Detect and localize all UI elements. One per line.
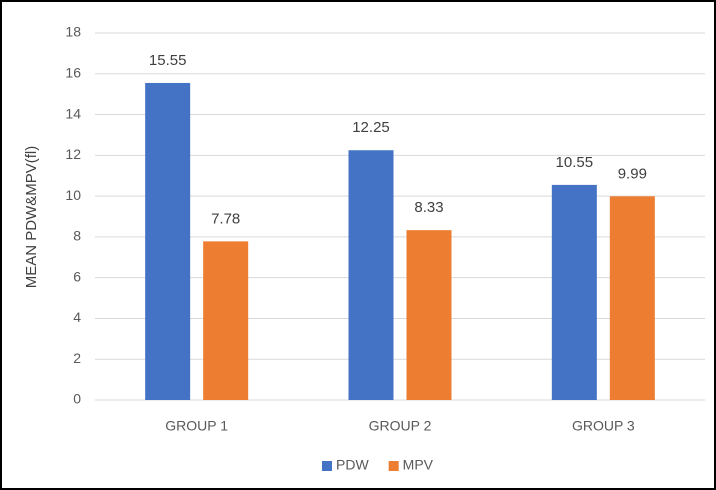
y-tick-label: 16 [65,64,81,80]
data-label: 8.33 [414,199,443,216]
y-axis-label: MEAN PDW&MPV(fl) [23,146,40,289]
data-label: 9.99 [618,165,647,182]
legend-swatch [388,461,399,471]
x-tick-label: GROUP 3 [572,418,635,434]
y-tick-label: 10 [65,187,81,203]
data-label: 10.55 [556,154,594,171]
legend-label: MPV [403,457,434,473]
bar [145,82,191,401]
y-tick-label: 14 [65,105,81,121]
y-tick-label: 6 [73,268,81,284]
x-tick-label: GROUP 2 [369,418,432,434]
y-tick-label: 2 [73,350,81,366]
data-label: 15.55 [149,52,187,69]
bar [609,196,655,400]
legend-swatch [322,461,332,471]
y-tick-label: 12 [65,146,81,162]
y-tick-label: 4 [73,309,81,325]
y-tick-label: 8 [73,228,81,244]
bar [348,150,394,400]
bar [406,230,452,400]
x-tick-label: GROUP 1 [165,418,228,434]
legend-label: PDW [336,457,369,473]
data-label: 12.25 [352,119,390,136]
data-label: 7.78 [211,210,240,227]
y-tick-label: 0 [73,391,81,407]
bar [551,184,597,400]
bar [203,241,249,400]
y-tick-label: 18 [65,24,81,40]
